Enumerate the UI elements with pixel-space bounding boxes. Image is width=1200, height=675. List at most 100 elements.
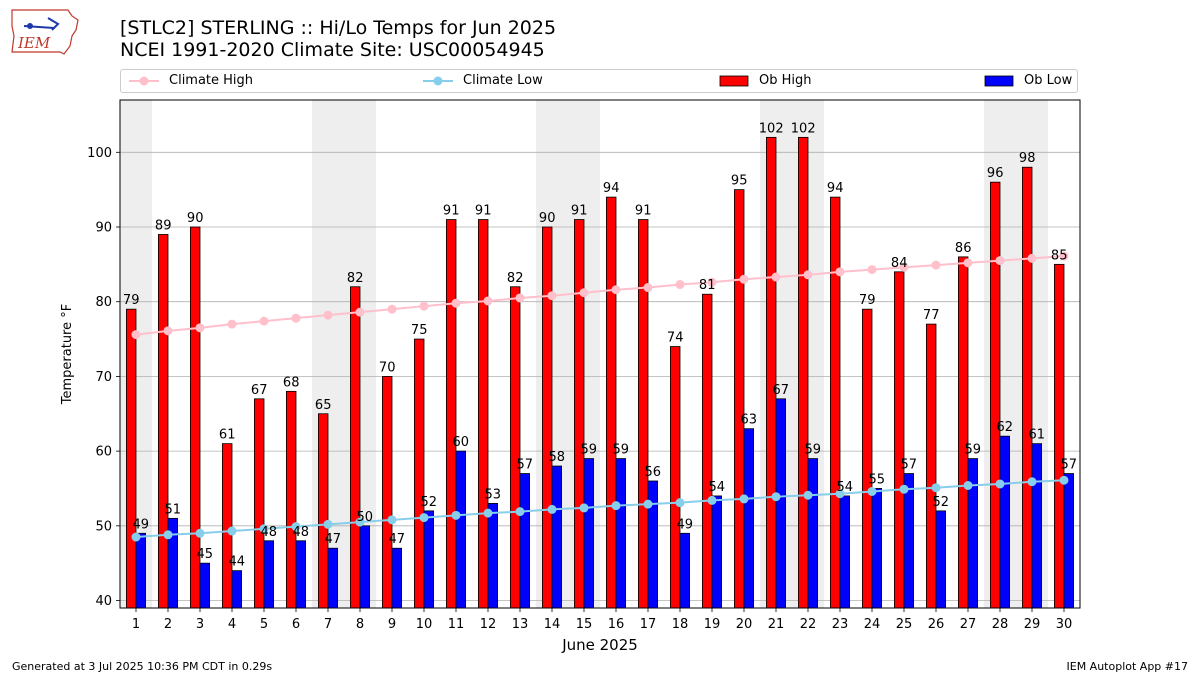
ob-low-label: 48 (293, 525, 310, 540)
ob-low-label: 61 (1029, 428, 1046, 443)
ob-high-label: 94 (603, 181, 620, 196)
climate-low-point (867, 486, 877, 496)
ob-high-label: 68 (283, 375, 300, 390)
ob-low-label: 60 (453, 435, 470, 450)
x-tick-label: 2 (164, 617, 172, 632)
ob-low-label: 59 (581, 443, 598, 458)
x-tick-label: 27 (960, 617, 977, 632)
ob-high-bar (862, 308, 873, 609)
x-tick-label: 20 (736, 617, 753, 632)
climate-low-point (643, 499, 653, 509)
ob-high-bar (477, 219, 489, 609)
x-tick-label: 26 (928, 617, 945, 632)
ob-low-label: 57 (901, 458, 918, 473)
climate-high-point (195, 323, 205, 333)
ob-low-bar (487, 503, 499, 609)
ob-high-bar (958, 256, 969, 609)
weekend-band (1016, 100, 1048, 608)
chart-title: [STLC2] STERLING :: Hi/Lo Temps for Jun … (120, 17, 557, 39)
ob-low-bar (423, 510, 435, 609)
climate-high-point (1027, 253, 1037, 263)
y-tick-label: 100 (87, 146, 112, 161)
ob-high-bar (285, 390, 297, 609)
climate-low-point (483, 508, 493, 518)
ob-high-label: 67 (251, 383, 268, 398)
legend-ob-high-symbol (719, 75, 749, 87)
ob-low-bar (903, 473, 915, 609)
ob-low-bar (231, 570, 243, 609)
climate-low-point (579, 503, 589, 513)
climate-high-point (771, 272, 781, 282)
x-tick-label: 23 (832, 617, 849, 632)
ob-low-bar (935, 510, 947, 609)
x-tick-label: 5 (260, 617, 268, 632)
ob-high-bar (1054, 263, 1065, 609)
footer-generated: Generated at 3 Jul 2025 10:36 PM CDT in … (12, 660, 273, 673)
ob-low-label: 50 (357, 510, 374, 525)
climate-high-point (995, 256, 1005, 266)
ob-low-label: 67 (773, 383, 790, 398)
ob-high-bar (317, 413, 329, 609)
ob-low-label: 57 (1061, 458, 1078, 473)
climate-high-point (259, 316, 269, 326)
climate-high-point (675, 280, 685, 290)
ob-low-bar (743, 428, 755, 609)
climate-low-point (515, 507, 525, 517)
ob-high-label: 90 (187, 211, 204, 226)
ob-high-bar (606, 196, 617, 609)
ob-high-bar (734, 189, 745, 609)
plot-frame (119, 99, 1081, 609)
ob-high-bar (509, 286, 521, 609)
ob-high-label: 75 (411, 323, 428, 338)
y-tick-label: 70 (95, 370, 112, 385)
climate-high-point (739, 274, 749, 284)
ob-low-bar (967, 458, 979, 609)
ob-high-label: 95 (731, 174, 748, 189)
ob-high-bar (990, 181, 1001, 609)
ob-high-label: 98 (1019, 151, 1036, 166)
ob-high-label: 90 (539, 211, 556, 226)
ob-low-bar (295, 540, 307, 609)
ob-high-bar (189, 226, 201, 609)
x-tick-label: 14 (544, 617, 561, 632)
x-tick-label: 28 (992, 617, 1009, 632)
x-tick-label: 3 (196, 617, 204, 632)
ob-high-label: 65 (315, 398, 332, 413)
climate-high-point (643, 283, 653, 293)
ob-high-bar (349, 286, 361, 609)
ob-high-bar (574, 219, 585, 609)
climate-low-point (451, 510, 461, 520)
weekend-band (312, 100, 344, 608)
ob-high-bar (126, 308, 137, 609)
climate-low-point (931, 483, 941, 493)
ob-high-bar (413, 338, 425, 609)
weekend-band (984, 100, 1016, 608)
ob-high-bar (766, 136, 777, 609)
y-tick-label: 40 (95, 594, 112, 609)
ob-high-label: 102 (759, 121, 784, 136)
climate-high-point (547, 291, 557, 301)
weekend-band (792, 100, 824, 608)
ob-low-bar (1031, 443, 1043, 609)
ob-low-bar (679, 532, 691, 609)
ob-low-bar (263, 540, 275, 609)
climate-low-point (259, 524, 269, 534)
ob-low-bar (359, 525, 371, 609)
ob-low-label: 56 (645, 465, 662, 480)
ob-high-label: 91 (475, 204, 492, 219)
climate-low-point (963, 480, 973, 490)
weekend-band (760, 100, 792, 608)
iem-logo: IEM (11, 9, 79, 55)
climate-high-point (131, 330, 141, 340)
climate-low-point (707, 495, 717, 505)
climate-low-point (323, 519, 333, 529)
ob-low-label: 53 (485, 487, 502, 502)
ob-low-label: 52 (933, 495, 950, 510)
ob-high-label: 61 (219, 428, 236, 443)
climate-high-point (835, 267, 845, 277)
ob-low-label: 59 (965, 443, 982, 458)
ob-low-label: 62 (997, 420, 1014, 435)
ob-low-label: 44 (229, 555, 246, 570)
x-tick-label: 16 (608, 617, 625, 632)
